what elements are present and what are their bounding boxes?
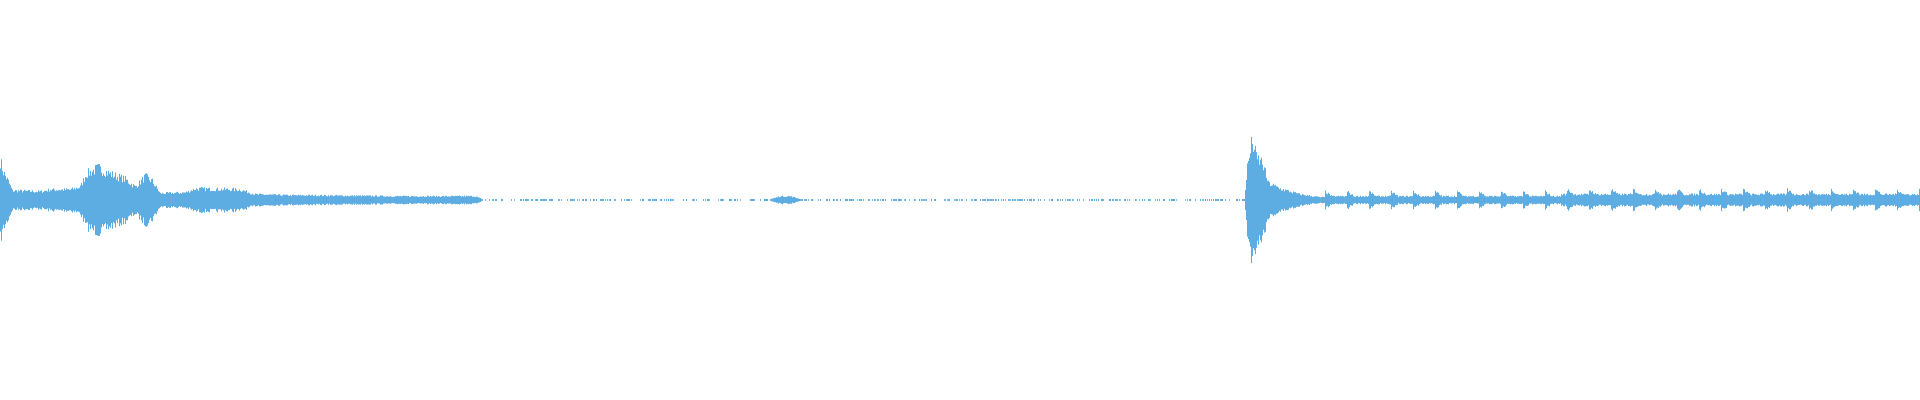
waveform-path <box>0 136 1920 264</box>
